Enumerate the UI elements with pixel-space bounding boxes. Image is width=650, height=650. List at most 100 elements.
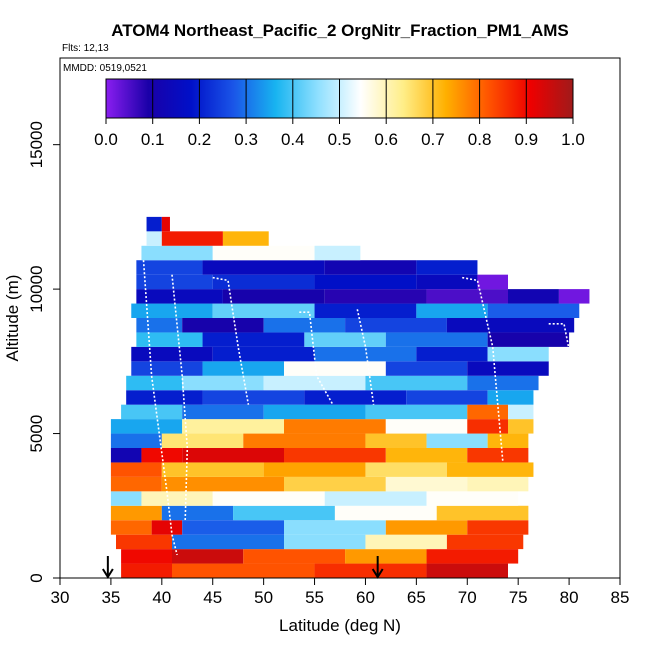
- heatmap-cell: [487, 390, 534, 405]
- heatmap-cell: [558, 289, 590, 304]
- heatmap-cell: [284, 520, 386, 535]
- heatmap-cell: [263, 404, 366, 420]
- x-tick-label: 50: [254, 588, 273, 607]
- heatmap-cell: [161, 462, 264, 477]
- heatmap-cell: [467, 361, 549, 376]
- heatmap-cell: [304, 390, 407, 405]
- marker-arrow-head: [371, 568, 384, 579]
- flight-tracks: [142, 260, 586, 556]
- x-tick-label: 70: [458, 588, 477, 607]
- heatmap-cell: [304, 332, 386, 347]
- y-axis-label: Altitude (m): [3, 275, 22, 362]
- x-tick-label: 60: [356, 588, 375, 607]
- colorbar-tick-label: 0.8: [468, 130, 492, 149]
- heatmap-cell: [487, 332, 570, 347]
- heatmap-cell: [467, 476, 529, 492]
- heatmap-cell: [212, 346, 315, 362]
- colorbar-tick-label: 0.6: [374, 130, 398, 149]
- heatmap-cell: [314, 274, 417, 290]
- y-axis: 0 5000 10000 15000: [27, 121, 60, 583]
- heatmap-cell: [172, 563, 315, 578]
- heatmap-cell: [416, 274, 478, 290]
- heatmap-cell: [222, 231, 269, 246]
- heatmap-cell: [406, 390, 488, 405]
- heatmap-cell: [446, 318, 575, 333]
- heatmap-cell: [136, 332, 203, 347]
- colorbar-tick-label: 0.9: [514, 130, 538, 149]
- latitude-markers: [102, 556, 384, 579]
- heatmap-cell: [263, 462, 366, 477]
- heatmap-cell: [426, 563, 508, 578]
- heatmap-cell: [416, 346, 488, 362]
- heatmap-cell: [212, 274, 315, 290]
- y-tick-label: 10000: [27, 265, 46, 312]
- heatmap-cell: [345, 549, 427, 564]
- flight-track-line: [142, 260, 178, 556]
- y-tick-label: 5000: [27, 415, 46, 453]
- heatmap-cell: [508, 289, 559, 304]
- colorbar-dividers: [152, 79, 527, 118]
- colorbar-ticks: 0.0 0.1 0.2 0.3 0.4 0.5 0.6 0.7 0.8 0.9 1.0: [94, 118, 585, 149]
- heatmap-cell: [284, 476, 386, 492]
- heatmap-cell: [487, 346, 549, 362]
- heatmap-cell: [146, 216, 162, 232]
- heatmap-cell: [345, 318, 447, 333]
- heatmap-cell: [202, 390, 305, 405]
- heatmap-cell: [243, 433, 366, 448]
- heatmap-layers: [110, 216, 590, 578]
- heatmap-cell: [284, 534, 366, 550]
- heatmap-cell: [314, 346, 417, 362]
- heatmap-cell: [172, 549, 244, 564]
- heatmap-cell: [182, 419, 284, 434]
- heatmap-cell: [146, 231, 162, 246]
- heatmap-cell: [121, 404, 183, 420]
- colorbar-tick-label: 0.0: [94, 130, 118, 149]
- heatmap-cell: [477, 274, 508, 290]
- colorbar-tick-label: 0.2: [188, 130, 212, 149]
- x-axis: 30 35 40 45 50 55 60 65 70 75 80 85: [51, 578, 629, 607]
- x-tick-label: 45: [203, 588, 222, 607]
- heatmap-cell: [126, 375, 183, 391]
- flight-track-line: [356, 309, 375, 405]
- heatmap-cell: [508, 419, 534, 434]
- heatmap-cell: [136, 289, 223, 304]
- heatmap-cell: [182, 318, 264, 333]
- heatmap-cell: [161, 216, 170, 232]
- heatmap-cell: [121, 549, 172, 564]
- heatmap-cell: [467, 375, 539, 391]
- heatmap-cell: [426, 549, 519, 564]
- heatmap-cell: [141, 491, 213, 506]
- heatmap-cell: [467, 404, 508, 420]
- date-label: MMDD: 0519,0521: [63, 63, 147, 74]
- heatmap-cell: [334, 505, 437, 521]
- heatmap-cell: [110, 433, 162, 448]
- x-tick-label: 55: [305, 588, 324, 607]
- heatmap-cell: [110, 462, 162, 477]
- chart-title: ATOM4 Northeast_Pacific_2 OrgNitr_Fracti…: [111, 21, 569, 40]
- heatmap-cell: [172, 534, 284, 550]
- heatmap-cell: [467, 448, 529, 463]
- heatmap-cell: [182, 520, 284, 535]
- heatmap-cell: [284, 448, 386, 463]
- heatmap-cell: [182, 448, 284, 463]
- heatmap-cell: [314, 563, 427, 578]
- heatmap-cell: [202, 361, 284, 376]
- heatmap-cell: [131, 303, 213, 318]
- flight-track-line: [212, 276, 250, 405]
- colorbar-tick-label: 0.5: [328, 130, 352, 149]
- heatmap-cell: [222, 289, 325, 304]
- heatmap-cell: [212, 491, 325, 506]
- heatmap-cell: [110, 476, 162, 492]
- heatmap-cell: [161, 505, 234, 521]
- x-tick-label: 40: [152, 588, 171, 607]
- heatmap-cell: [385, 448, 468, 463]
- heatmap-cell: [110, 505, 162, 521]
- heatmap-cell: [487, 303, 580, 318]
- heatmap-cell: [385, 419, 468, 434]
- colorbar-tick-label: 1.0: [561, 130, 585, 149]
- colorbar-tick-label: 0.3: [234, 130, 258, 149]
- heatmap-cell: [284, 419, 386, 434]
- heatmap-cell: [426, 433, 488, 448]
- heatmap-cell: [182, 375, 264, 391]
- heatmap-cell: [136, 274, 213, 290]
